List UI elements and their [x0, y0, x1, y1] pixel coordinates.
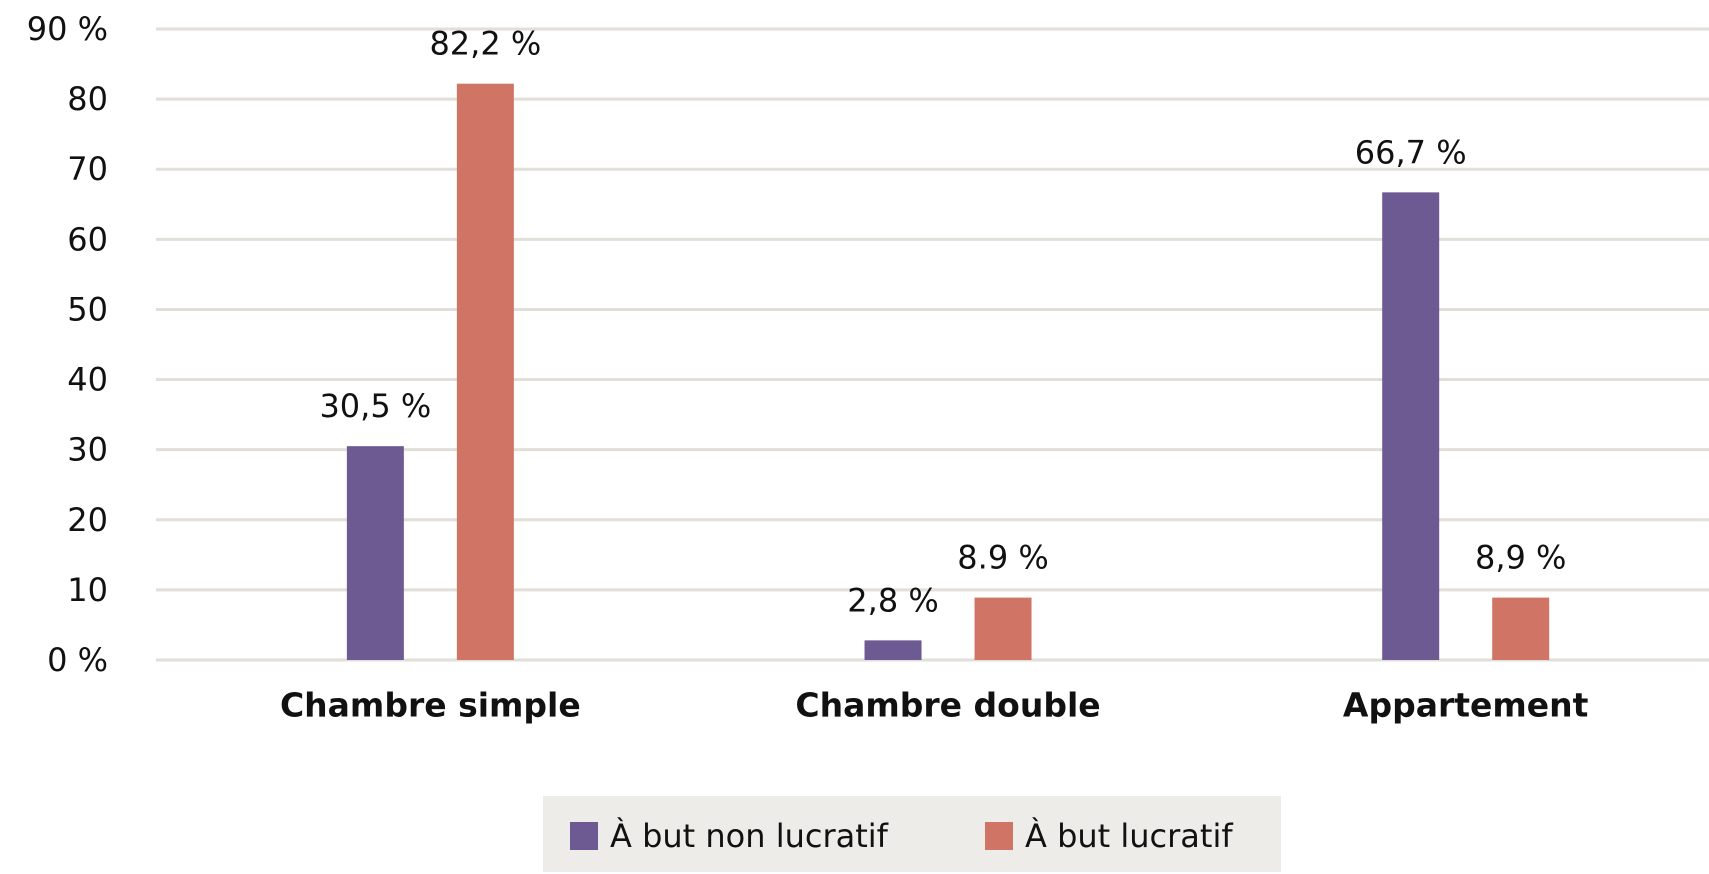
- x-tick-label: Chambre double: [795, 686, 1100, 725]
- bar: [1382, 192, 1440, 660]
- bar: [864, 640, 922, 660]
- y-tick-label: 60: [67, 220, 108, 258]
- y-tick-label: 70: [67, 150, 108, 188]
- legend-label: À but lucratif: [1025, 817, 1233, 855]
- y-tick-label: 80: [67, 80, 108, 118]
- legend-label: À but non lucratif: [610, 817, 889, 855]
- data-label: 82,2 %: [429, 25, 541, 63]
- bar: [456, 83, 514, 661]
- data-label: 66,7 %: [1355, 133, 1467, 171]
- data-label: 2,8 %: [847, 581, 938, 619]
- bar: [346, 446, 404, 660]
- y-tick-label: 30: [67, 431, 108, 469]
- y-tick-label: 40: [67, 361, 108, 399]
- bar: [974, 597, 1032, 660]
- data-label: 30,5 %: [319, 387, 431, 425]
- y-tick-label: 90 %: [27, 10, 108, 48]
- legend-swatch: [570, 822, 598, 850]
- legend-swatch: [985, 822, 1013, 850]
- y-tick-label: 20: [67, 501, 108, 539]
- bar: [1492, 597, 1550, 660]
- y-tick-label: 0 %: [47, 641, 108, 679]
- y-tick-label: 50: [67, 290, 108, 328]
- legend-box: [543, 796, 1281, 872]
- data-label: 8,9 %: [1475, 539, 1566, 577]
- y-tick-label: 10: [67, 571, 108, 609]
- data-label: 8.9 %: [957, 539, 1048, 577]
- x-tick-label: Appartement: [1343, 686, 1589, 725]
- x-tick-label: Chambre simple: [280, 686, 581, 725]
